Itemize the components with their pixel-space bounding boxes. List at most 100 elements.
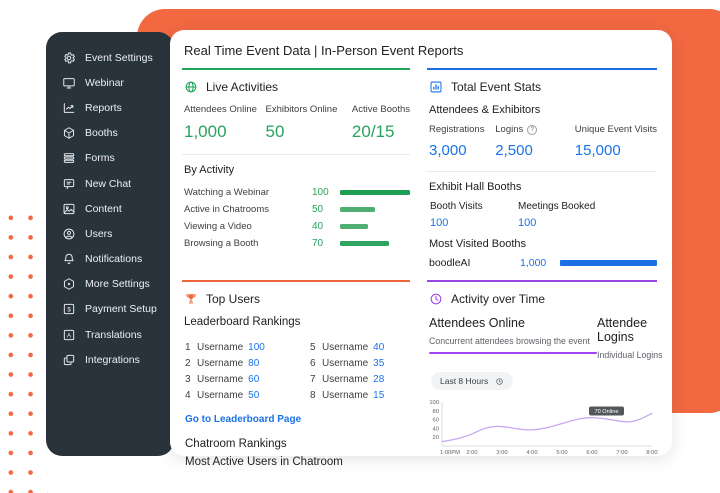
go-to-leaderboard-link[interactable]: Go to Leaderboard Page [185,413,302,425]
rank-score: 28 [373,373,385,385]
activity-label: Active in Chatrooms [184,204,270,215]
activity-over-time-card: Activity over Time Attendees Online Conc… [427,280,663,470]
activity-bar [340,224,368,229]
sidebar-item-content[interactable]: Content [62,196,174,221]
dollar-square-icon: $ [62,302,76,316]
sidebar-item-label: Notifications [85,253,143,266]
sidebar-item-more-settings[interactable]: More Settings [62,272,174,297]
card-header: Activity over Time [429,292,657,306]
tab-attendee-logins[interactable]: Attendee Logins Individual Logins [597,316,663,360]
rank-number: 6 [310,357,316,369]
stacked-rows-icon [62,151,76,165]
sidebar-item-label: Content [85,202,122,215]
sidebar-item-new-chat[interactable]: New Chat [62,171,174,196]
svg-text:80: 80 [433,409,439,415]
svg-text:60: 60 [433,418,439,424]
main-panel: Real Time Event Data | In-Person Event R… [170,30,672,468]
stat-label: Active Booths [351,104,410,115]
clock-icon [429,292,443,306]
top-users-card: Top Users Leaderboard Rankings 1 Usernam… [182,280,410,470]
stat-value: 2,500 [495,142,533,159]
sidebar-item-webinar[interactable]: Webinar [62,70,174,95]
trophy-icon [184,292,198,306]
globe-icon [184,80,198,94]
svg-text:40: 40 [433,426,439,432]
leaderboard-entry: 7 Username 28 [310,371,410,387]
tab-label: Attendees Online [429,316,525,330]
activity-bar [340,241,389,246]
sidebar-item-label: More Settings [85,278,150,291]
activity-bar-track [340,207,410,212]
rank-score: 40 [373,341,385,353]
time-range-button[interactable]: Last 8 Hours [431,372,514,390]
activity-bar-track [340,241,410,246]
history-icon [495,377,504,386]
active-tab-indicator [429,352,597,354]
sidebar-item-forms[interactable]: Forms [62,146,174,171]
total-stats-row: Registrations 3,000 Logins? 2,500 Unique… [429,124,657,159]
time-range-label: Last 8 Hours [440,376,489,386]
sidebar-item-label: Reports [85,101,122,114]
letter-a-square-icon: A [62,328,76,342]
overlap-squares-icon [62,353,76,367]
sidebar-item-users[interactable]: Users [62,221,174,246]
sidebar-item-booths[interactable]: Booths [62,121,174,146]
svg-text:1:00PM: 1:00PM [440,450,460,456]
stat-label: Booth Visits [430,201,483,212]
booth-visits-value: 1,000 [520,257,547,269]
card-header: Total Event Stats [429,80,657,94]
activity-label: Watching a Webinar [184,187,270,198]
booth-visits-bar [560,260,657,266]
rank-username: Username [322,357,369,369]
svg-text:8:00: 8:00 [646,450,657,456]
sidebar-item-integrations[interactable]: Integrations [62,347,174,372]
divider [427,171,657,172]
sidebar-item-label: Payment Setup [85,303,157,316]
leaderboard-entry: 8 Username 15 [310,388,410,404]
card-title: Total Event Stats [451,80,542,94]
stat-value: 15,000 [574,142,621,159]
leaderboard-heading: Leaderboard Rankings [184,316,301,328]
svg-text:100: 100 [429,400,439,406]
attendees-online-line-chart: 20 40 60 80 100 1:00PM 2:00 3:00 4:00 5:00 6:00 7:0… [429,400,657,456]
chat-bubble-icon [62,177,76,191]
svg-text:20: 20 [433,435,439,441]
rank-number: 2 [185,357,191,369]
by-activity-heading: By Activity [184,164,235,176]
activity-bar [340,190,410,195]
svg-text:5:00: 5:00 [556,450,567,456]
rank-number: 7 [310,373,316,385]
stat-unique-event-visits: Unique Event Visits 15,000 [575,124,657,159]
stat-exhibitors-online: Exhibitors Online 50 [266,104,352,142]
svg-text:7:00: 7:00 [616,450,627,456]
activity-row-viewing-a-video: Viewing a Video 40 [184,218,410,235]
sidebar-item-reports[interactable]: Reports [62,95,174,120]
rank-score: 60 [248,373,260,385]
stat-label: Unique Event Visits [574,124,657,135]
most-visited-heading: Most Visited Booths [429,238,527,250]
most-visited-row: boodleAI 1,000 [429,257,657,269]
live-activities-card: Live Activities Attendees Online 1,000 E… [182,68,410,271]
attendees-online-line [441,412,653,443]
stat-label: Meetings Booked [518,201,596,212]
svg-text:A: A [67,332,72,339]
chart-tabs: Attendees Online Concurrent attendees br… [429,316,663,360]
activity-bar-track [340,224,410,229]
stat-label: Exhibitors Online [265,104,338,115]
help-icon[interactable]: ? [527,124,538,135]
rank-number: 8 [310,390,316,402]
leaderboard-entry: 3 Username 60 [185,371,306,387]
tab-attendees-online[interactable]: Attendees Online Concurrent attendees br… [429,316,597,360]
stat-label: Logins? [495,124,575,135]
booth-name: boodleAI [429,257,471,269]
rank-score: 15 [373,390,385,402]
sidebar-item-notifications[interactable]: Notifications [62,247,174,272]
sidebar-item-label: Webinar [85,76,124,89]
cards-grid: Live Activities Attendees Online 1,000 E… [170,68,672,470]
stat-attendees-online: Attendees Online 1,000 [184,104,266,142]
svg-text:4:00: 4:00 [526,450,537,456]
sidebar-item-event-settings[interactable]: Event Settings [62,45,174,70]
gear-icon [62,51,76,65]
sidebar-item-payment-setup[interactable]: $ Payment Setup [62,297,174,322]
sidebar-item-translations[interactable]: A Translations [62,322,174,347]
